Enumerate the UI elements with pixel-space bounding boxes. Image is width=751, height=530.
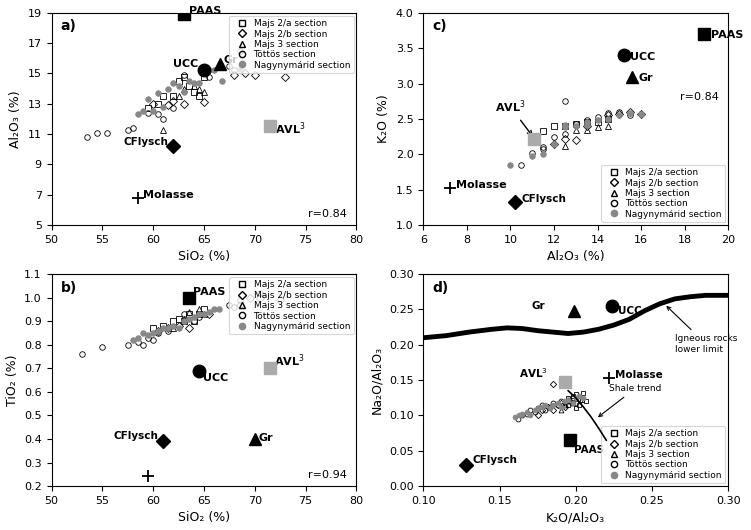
Text: b): b) [61,280,77,295]
Text: UCC: UCC [173,59,198,69]
Y-axis label: K₂O (%): K₂O (%) [377,94,391,143]
Text: Igneous rocks
lower limit: Igneous rocks lower limit [667,307,737,354]
X-axis label: SiO₂ (%): SiO₂ (%) [178,511,230,525]
Text: r=0.84: r=0.84 [309,209,347,218]
Text: AVL$^3$: AVL$^3$ [520,366,548,380]
X-axis label: Al₂O₃ (%): Al₂O₃ (%) [547,250,605,263]
Text: PAAS: PAAS [710,30,743,40]
Text: AVL$^3$: AVL$^3$ [275,121,306,137]
Text: CFlysch: CFlysch [113,431,158,441]
Text: Gr: Gr [259,434,273,444]
Legend: Majs 2/a section, Majs 2/b section, Majs 3 section, Töttös section, Nagynymárid : Majs 2/a section, Majs 2/b section, Majs… [601,165,725,222]
Legend: Majs 2/a section, Majs 2/b section, Majs 3 section, Töttös section, Nagynymárid : Majs 2/a section, Majs 2/b section, Majs… [229,277,354,334]
Y-axis label: Na₂O/Al₂O₃: Na₂O/Al₂O₃ [370,346,383,414]
Legend: Majs 2/a section, Majs 2/b section, Majs 3 section, Töttös section, Nagynymárid : Majs 2/a section, Majs 2/b section, Majs… [229,15,354,73]
Text: Gr: Gr [223,55,238,65]
Y-axis label: TiO₂ (%): TiO₂ (%) [5,355,19,406]
Text: a): a) [61,19,77,33]
Text: CFlysch: CFlysch [124,137,168,147]
Text: Gr: Gr [639,73,653,83]
X-axis label: SiO₂ (%): SiO₂ (%) [178,250,230,263]
Text: PAAS: PAAS [193,287,225,297]
Y-axis label: Al₂O₃ (%): Al₂O₃ (%) [9,90,23,148]
Text: Gr: Gr [532,301,545,311]
Text: Molasse: Molasse [615,370,663,380]
Text: c): c) [433,19,447,33]
Text: AVL$^3$: AVL$^3$ [495,99,532,135]
Text: CFlysch: CFlysch [521,195,566,204]
Text: r=0.94: r=0.94 [309,470,347,480]
Text: Molasse: Molasse [143,190,194,200]
Text: Molasse: Molasse [456,180,507,190]
Text: Shale trend: Shale trend [599,384,662,417]
Text: d): d) [433,280,449,295]
Legend: Majs 2/a section, Majs 2/b section, Majs 3 section, Töttös section, Nagynymárid : Majs 2/a section, Majs 2/b section, Majs… [601,426,725,483]
Text: UCC: UCC [630,51,656,61]
Text: UCC: UCC [619,306,642,316]
Text: PAAS: PAAS [575,445,605,455]
X-axis label: K₂O/Al₂O₃: K₂O/Al₂O₃ [546,511,605,525]
Text: r=0.84: r=0.84 [680,92,719,102]
Text: PAAS: PAAS [189,6,221,16]
Text: CFlysch: CFlysch [472,455,517,465]
Text: AVL$^3$: AVL$^3$ [274,353,305,369]
Text: UCC: UCC [203,373,228,383]
